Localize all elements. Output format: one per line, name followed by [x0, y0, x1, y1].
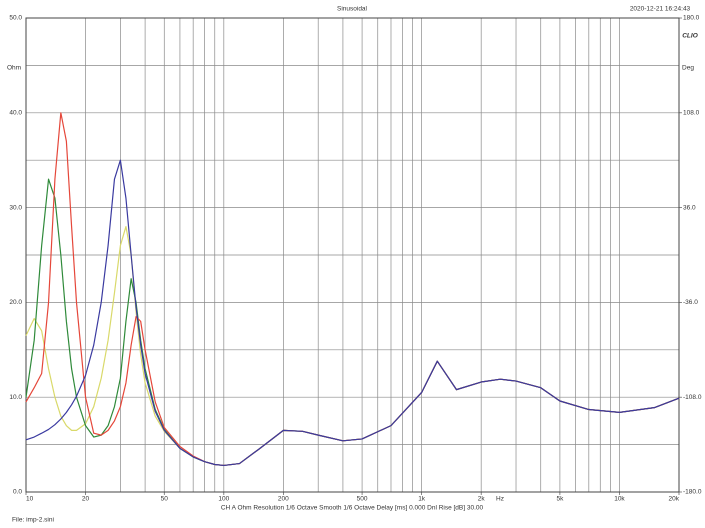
- timestamp: 2020-12-21 16:24:43: [630, 6, 691, 13]
- y-tick-label: 0.0: [13, 489, 22, 496]
- y-tick-label: 50.0: [9, 15, 22, 22]
- impedance-curve: [25, 159, 680, 467]
- x-tick-label: 20: [82, 496, 90, 503]
- plot-frame: [25, 17, 680, 493]
- y2-tick-label: -36.0: [683, 299, 698, 306]
- x-tick-label: 200: [278, 496, 289, 503]
- y2-tick-label: 108.0: [683, 110, 700, 117]
- x-axis-label: Hz: [496, 496, 504, 503]
- settings-text: CH A Ohm Resolution 1/6 Octave Smooth 1/…: [221, 505, 484, 512]
- y-tick-label: 10.0: [9, 394, 22, 401]
- y2-tick-label: 36.0: [683, 204, 696, 211]
- impedance-curve: [25, 178, 680, 467]
- x-tick-label: 2k: [478, 496, 486, 503]
- file-text: File: imp-2.sini: [12, 517, 54, 524]
- y-tick-label: 20.0: [9, 299, 22, 306]
- x-tick-label: 20k: [669, 496, 680, 503]
- x-tick-label: 10k: [614, 496, 625, 503]
- x-tick-label: 1k: [418, 496, 426, 503]
- brand: CLIO: [682, 33, 698, 40]
- y-axis-label: Ohm: [7, 65, 21, 72]
- y-tick-label: 30.0: [9, 204, 22, 211]
- x-tick-label: 10: [26, 496, 34, 503]
- y2-axis-label: Deg: [682, 65, 694, 72]
- y2-tick-label: -108.0: [683, 394, 702, 401]
- x-tick-label: 100: [218, 496, 229, 503]
- x-tick-label: 50: [161, 496, 169, 503]
- y2-tick-label: 180.0: [683, 15, 700, 22]
- x-tick-label: 5k: [556, 496, 564, 503]
- chart-title: Sinusoidal: [337, 6, 368, 13]
- x-tick-label: 500: [357, 496, 368, 503]
- y-tick-label: 40.0: [9, 110, 22, 117]
- y2-tick-label: -180.0: [683, 489, 702, 496]
- impedance-curve: [25, 112, 680, 467]
